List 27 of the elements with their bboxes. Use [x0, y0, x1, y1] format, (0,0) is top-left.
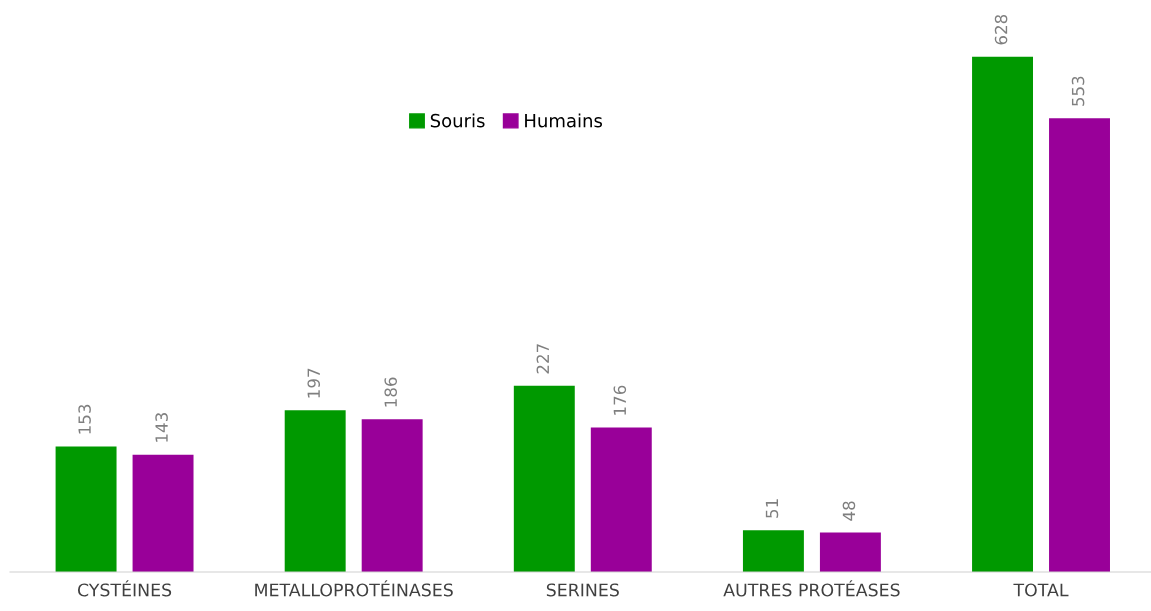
- bar: [55, 446, 117, 572]
- data-label: 197: [307, 368, 321, 398]
- x-tick-label: METALLOPROTÉINASES: [255, 580, 453, 597]
- bar: [1049, 118, 1110, 572]
- data-label: 227: [536, 344, 549, 374]
- x-tick-label: TOTAL: [1013, 583, 1069, 597]
- bar: [819, 532, 881, 572]
- data-label: 51: [765, 499, 779, 518]
- x-tick-label: SERINES: [546, 583, 619, 597]
- bar: [742, 530, 804, 572]
- data-label: 143: [155, 413, 168, 442]
- bar: [284, 410, 346, 572]
- x-tick-label: CYSTÉINES: [77, 580, 172, 597]
- bar: [513, 385, 575, 572]
- data-label: 628: [994, 14, 1008, 45]
- legend-label: Humains: [525, 113, 603, 128]
- data-label: 176: [613, 385, 627, 415]
- bar: [590, 427, 652, 572]
- bar: [132, 454, 194, 572]
- data-label: 48: [842, 501, 856, 521]
- bar: [972, 56, 1034, 572]
- x-tick-label: AUTRES PROTÉASES: [723, 580, 900, 597]
- data-label: 186: [384, 377, 397, 407]
- legend-label: Souris: [430, 113, 485, 128]
- bar: [361, 419, 423, 572]
- data-label: 553: [1071, 76, 1085, 106]
- data-label: 153: [78, 404, 91, 434]
